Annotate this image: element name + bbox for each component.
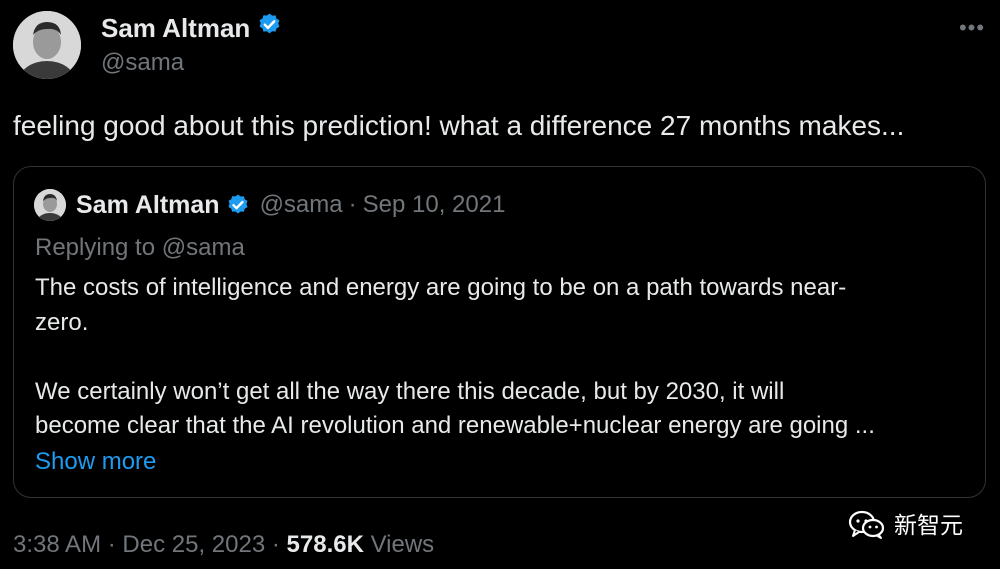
quoted-tweet-body: The costs of intelligence and energy are… — [35, 271, 970, 444]
quoted-author-name[interactable]: Sam Altman — [76, 191, 220, 219]
meta-separator: · — [107, 531, 116, 558]
tweet-time[interactable]: 3:38 AM — [13, 531, 102, 558]
verified-badge-icon — [257, 11, 282, 45]
tweet-date[interactable]: Dec 25, 2023 — [122, 531, 266, 558]
wechat-icon — [848, 510, 886, 540]
more-horizontal-icon: ••• — [958, 15, 986, 40]
quoted-text-line: zero. — [35, 308, 89, 336]
quoted-tweet-card[interactable]: Sam Altman @sama · Sep 10, 2021 Replying… — [13, 166, 986, 498]
paragraph-gap — [35, 340, 970, 375]
author-name[interactable]: Sam Altman — [101, 13, 251, 43]
show-more-link[interactable]: Show more — [35, 448, 157, 475]
replying-to-label: Replying to @sama — [35, 234, 245, 261]
quoted-author-handle[interactable]: @sama — [259, 191, 343, 218]
author-avatar[interactable] — [13, 11, 81, 79]
quoted-text-line: The costs of intelligence and energy are… — [35, 274, 847, 301]
more-options-button[interactable]: ••• — [954, 14, 990, 42]
tweet-footer-meta: 3:38 AM · Dec 25, 2023 · 578.6K Views — [13, 530, 434, 560]
watermark-text: 新智元 — [894, 512, 963, 538]
meta-separator: · — [271, 531, 280, 558]
verified-badge-icon — [226, 193, 250, 217]
meta-separator: · — [348, 191, 357, 218]
tweet-text: feeling good about this prediction! what… — [13, 110, 905, 141]
author-name-row[interactable]: Sam Altman — [101, 11, 282, 45]
quoted-text-line: We certainly won’t get all the way there… — [35, 377, 785, 405]
quoted-author-avatar[interactable] — [34, 189, 66, 221]
author-handle[interactable]: @sama — [101, 49, 185, 76]
quoted-text-line: become clear that the AI revolution and … — [35, 412, 875, 439]
quoted-tweet-date[interactable]: Sep 10, 2021 — [362, 191, 506, 218]
watermark: 新智元 — [848, 510, 963, 540]
views-count: 578.6K — [286, 531, 364, 558]
quoted-tweet-header: Sam Altman @sama · Sep 10, 2021 — [34, 189, 505, 221]
views-label: Views — [370, 531, 435, 558]
